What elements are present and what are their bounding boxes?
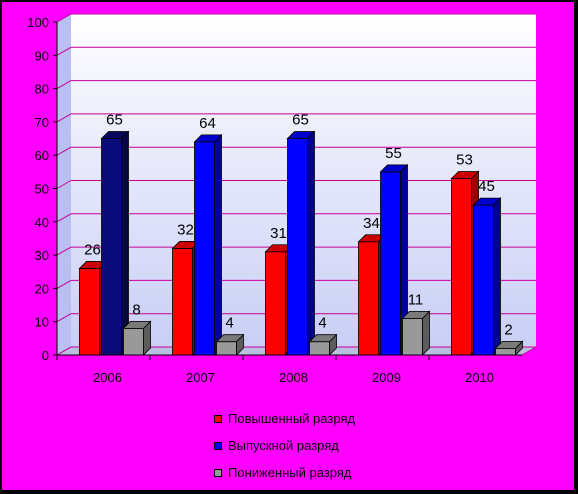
bar-top (122, 320, 152, 329)
legend-item-vypusknoy: Выпускной разряд (214, 432, 355, 459)
y-tick-label: 70 (35, 115, 49, 130)
y-tick-label: 20 (35, 281, 49, 296)
bar-front (380, 171, 401, 356)
legend-label: Пониженный разряд (228, 465, 352, 480)
gridline-depth (56, 113, 72, 123)
data-label: 53 (456, 152, 473, 169)
y-tick-label: 40 (35, 215, 49, 230)
data-label: 65 (292, 112, 309, 129)
bar (401, 310, 431, 356)
gridline-depth (56, 279, 72, 289)
bar (379, 163, 409, 356)
gridline-depth (56, 146, 72, 156)
bar-top (494, 340, 524, 349)
bar (193, 133, 223, 356)
y-tick-label: 30 (35, 248, 49, 263)
gridline-depth (56, 313, 72, 323)
data-label: 65 (106, 112, 123, 129)
bar (215, 333, 245, 356)
bar (308, 333, 338, 356)
legend-swatch-gray (214, 468, 222, 477)
gridline-depth (56, 13, 72, 23)
data-label: 26 (84, 241, 101, 258)
y-tick-label: 90 (35, 48, 49, 63)
bar-side (307, 130, 315, 356)
chart-frame: 0 10 20 30 40 50 60 70 80 90 100 26 65 8 32 64 4 31 65 4 34… (2, 2, 574, 490)
data-label: 32 (177, 221, 194, 238)
bar-top (100, 131, 130, 139)
bar-front (172, 248, 193, 356)
bar-top (472, 197, 502, 206)
y-tick-label: 0 (42, 348, 49, 363)
gridline-depth (56, 246, 72, 256)
bar-front (101, 138, 122, 356)
bar-top (450, 171, 480, 179)
bar-front (473, 204, 494, 356)
data-label: 8 (132, 301, 140, 318)
gridline-depth (56, 80, 72, 90)
x-tick-label: 2007 (186, 370, 215, 385)
data-label: 31 (270, 225, 287, 242)
legend-label: Повышенный разряд (228, 411, 356, 426)
x-axis: 2006 2007 2008 2009 2010 (56, 354, 522, 385)
bar-front (309, 341, 330, 356)
x-tick-label: 2010 (465, 370, 494, 385)
data-label: 34 (363, 215, 380, 232)
data-label: 2 (504, 321, 512, 338)
legend-item-povyshenny: Повышенный разряд (214, 405, 355, 432)
y-tick-label: 100 (27, 15, 49, 30)
bar (100, 130, 130, 356)
bars (78, 130, 524, 356)
data-label: 11 (408, 291, 424, 308)
bar-side (214, 133, 222, 356)
bar-front (495, 347, 516, 356)
bar-side (422, 310, 430, 356)
bar (122, 320, 152, 356)
bar-front (194, 141, 215, 356)
bar-top (379, 164, 409, 173)
bar-front (287, 138, 308, 356)
data-label: 55 (385, 145, 402, 162)
y-tick-label: 80 (35, 82, 49, 97)
y-tick-label: 50 (35, 182, 49, 197)
bar-front (402, 317, 423, 356)
legend: Повышенный разряд Выпускной разряд Пониж… (214, 405, 355, 486)
data-label: 45 (478, 178, 495, 195)
bar-front (216, 341, 237, 356)
data-label: 4 (318, 315, 326, 332)
gridline-depth (56, 46, 72, 56)
bar-front (451, 178, 472, 356)
data-labels: 26 65 8 32 64 4 31 65 4 34 55 11 53 45 2 (84, 112, 513, 339)
y-tick-label: 10 (35, 315, 49, 330)
bar-top (193, 134, 223, 143)
bar (286, 130, 316, 356)
y-tick-label: 60 (35, 148, 49, 163)
gridline-depth (56, 213, 72, 223)
x-tick-label: 2006 (93, 370, 122, 385)
data-label: 4 (225, 315, 233, 332)
x-tick-label: 2009 (372, 370, 401, 385)
bar (494, 340, 524, 356)
bar-top (215, 334, 245, 343)
y-axis: 0 10 20 30 40 50 60 70 80 90 100 (27, 15, 58, 363)
gridline-depth (56, 346, 72, 356)
legend-label: Выпускной разряд (228, 438, 339, 453)
bar-front (79, 268, 100, 356)
bar-front (358, 241, 379, 356)
legend-swatch-red (214, 414, 222, 423)
data-label: 64 (199, 115, 216, 132)
bar-top (401, 310, 431, 319)
legend-item-ponizhenny: Пониженный разряд (214, 459, 355, 486)
bar-top (308, 334, 338, 343)
bar-side (121, 130, 129, 356)
bar-front (265, 251, 286, 356)
bar (472, 197, 502, 356)
bar-top (286, 131, 316, 139)
legend-swatch-blue (214, 441, 222, 450)
bar-front (123, 327, 144, 356)
bar-side (493, 197, 501, 356)
gridline-depth (56, 180, 72, 189)
x-tick-label: 2008 (279, 370, 308, 385)
